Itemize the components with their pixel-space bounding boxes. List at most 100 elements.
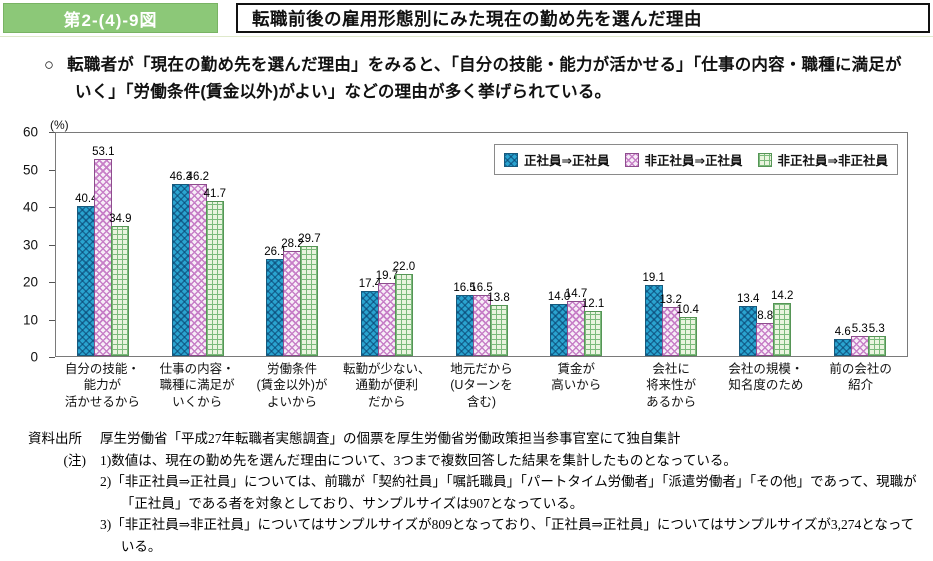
bar-value-label: 28.2: [281, 238, 304, 251]
category-label: 仕事の内容・ 職種に満足が いくから: [159, 362, 235, 409]
y-axis-tick: [49, 319, 55, 321]
bar-value-label: 10.4: [676, 304, 699, 317]
bar-value-label: 14.7: [564, 288, 588, 301]
figure-number-badge: 第2-(4)-9図: [3, 3, 218, 33]
bar: 46.3: [170, 171, 192, 356]
chart-legend: 正社員⇒正社員 非正社員⇒正社員 非正社員⇒非正社員: [494, 144, 898, 175]
bar-value-label: 40.4: [75, 192, 98, 205]
bar: 14.7: [565, 288, 587, 356]
legend-item-hiseishain-to-hiseishain: 非正社員⇒非正社員: [757, 150, 888, 169]
bar-group: 40.4 53.1 34.9: [56, 133, 151, 356]
bar-value-label: 17.4: [358, 278, 382, 291]
y-tick-label: 20: [22, 274, 38, 290]
figure-title-box: 転職前後の雇用形態別にみた現在の勤め先を選んだ理由: [236, 3, 930, 33]
category-label: 地元だから (Uターンを 含む): [450, 362, 513, 409]
bar: 5.3: [867, 323, 886, 356]
bar-group: 14.0 14.7 12.1: [529, 133, 624, 356]
bar: 19.1: [642, 272, 665, 356]
category-label: 会社の規模・ 知名度のため: [728, 362, 804, 393]
bar-value-label: 19.1: [642, 272, 665, 285]
y-axis-tick: [49, 244, 55, 246]
legend-swatch-pink-crosshatch-icon: [624, 152, 639, 167]
bar-value-label: 13.4: [737, 293, 760, 306]
bar-value-label: 13.8: [487, 291, 510, 304]
bar-value-label: 4.6: [834, 325, 851, 338]
legend-item-seishain-to-seishain: 正社員⇒正社員: [504, 150, 610, 169]
source-text: 厚生労働省「平成27年転職者実態調査」の個票を厚生労働省労働政策担当参事官室にて…: [100, 431, 681, 446]
bar-group: 46.3 46.2 41.7: [151, 133, 246, 356]
note-item: 1)数値は、現在の勤め先を選んだ理由について、3つまで複数回答した結果を集計した…: [100, 452, 737, 468]
category-label: 自分の技能・ 能力が 活かせるから: [64, 362, 140, 409]
bar: 17.4: [359, 278, 381, 356]
bar: 12.1: [582, 298, 604, 356]
plot-area: 40.4 53.1 34.9 46.3 46.2 41.7 26.1 28.2 29.7 17.4…: [55, 132, 908, 357]
header-divider: [0, 36, 933, 37]
bar: 41.7: [204, 188, 226, 356]
bar: 13.4: [737, 293, 759, 356]
category-labels-row: 自分の技能・ 能力が 活かせるから 仕事の内容・ 職種に満足が いくから 労働条件 …: [55, 361, 908, 410]
category-label: 前の会社の 紹介: [829, 362, 892, 393]
legend-swatch-blue-crosshatch-icon: [504, 152, 519, 167]
bar: 10.4: [676, 304, 699, 356]
bar-group: 4.6 5.3 5.3: [813, 133, 908, 356]
lead-paragraph: ○ 転職者が「現在の勤め先を選んだ理由」をみると、「自分の技能・能力が活かせる」「…: [28, 52, 912, 105]
bar-value-label: 46.2: [186, 171, 210, 184]
bar: 29.7: [298, 233, 321, 356]
legend-label: 正社員⇒正社員: [524, 154, 610, 168]
note-label: (注): [63, 452, 87, 468]
bar: 14.0: [548, 291, 570, 356]
bar-value-label: 13.2: [659, 293, 682, 306]
bar-group: 26.1 28.2 29.7: [245, 133, 340, 356]
bar: 14.2: [771, 290, 793, 356]
y-axis-tick: [49, 357, 55, 358]
bar-value-label: 16.5: [470, 281, 493, 294]
bar-value-label: 14.0: [547, 290, 571, 303]
bar-value-label: 26.1: [264, 246, 287, 258]
bar: 16.5: [453, 282, 476, 356]
legend-item-hiseishain-to-seishain: 非正社員⇒正社員: [624, 150, 743, 169]
bar-value-label: 22.0: [392, 261, 416, 274]
y-tick-label: 0: [30, 349, 38, 365]
bar: 53.1: [92, 146, 114, 356]
bar-value-label: 19.7: [375, 269, 399, 282]
source-label: 資料出所: [28, 431, 82, 446]
bar: 34.9: [109, 213, 131, 356]
bar: 13.2: [659, 294, 682, 356]
bar: 28.2: [281, 238, 304, 356]
bar: 26.1: [264, 246, 287, 356]
legend-label: 非正社員⇒非正社員: [777, 154, 888, 168]
bar-value-label: 5.3: [851, 323, 868, 336]
bar-groups-container: 40.4 53.1 34.9 46.3 46.2 41.7 26.1 28.2 29.7 17.4…: [56, 133, 907, 356]
bar: 8.8: [756, 310, 775, 356]
bar: 19.7: [376, 270, 398, 356]
y-tick-label: 40: [22, 199, 38, 215]
bar-group: 16.5 16.5 13.8: [434, 133, 529, 356]
bar: 46.2: [187, 171, 209, 356]
bar-value-label: 53.1: [92, 145, 115, 158]
y-axis-tick: [49, 282, 55, 283]
y-axis: 0 10 20 30 40 50 60: [0, 125, 48, 363]
bar: 40.4: [75, 193, 97, 356]
bar: 4.6: [833, 326, 852, 356]
bar-value-label: 14.2: [771, 290, 794, 303]
bar-value-label: 16.5: [453, 281, 476, 294]
bar-value-label: 46.3: [169, 170, 193, 183]
bar-value-label: 29.7: [298, 232, 321, 245]
note-item: 2)「非正社員⇒正社員」については、前職が「契約社員」「嘱託職員」「パートタイム…: [100, 474, 917, 511]
bar-group: 19.1 13.2 10.4: [623, 133, 718, 356]
bar-value-label: 8.8: [757, 310, 774, 323]
y-axis-tick: [49, 132, 55, 133]
y-tick-label: 10: [22, 311, 38, 327]
notes-section: 資料出所 厚生労働省「平成27年転職者実態調査」の個票を厚生労働省労働政策担当参…: [28, 428, 924, 558]
legend-swatch-green-grid-icon: [757, 152, 772, 167]
figure-number-text: 第2-(4)-9図: [63, 10, 158, 30]
figure-title-text: 転職前後の雇用形態別にみた現在の勤め先を選んだ理由: [252, 8, 702, 29]
category-label: 転勤が少ない、 通勤が便利 だから: [342, 362, 431, 409]
bar: 5.3: [850, 323, 869, 356]
category-label: 労働条件 (賃金以外)が よいから: [256, 362, 328, 409]
bar-group: 13.4 8.8 14.2: [718, 133, 813, 356]
y-tick-label: 60: [22, 124, 38, 140]
lead-text: 転職者が「現在の勤め先を選んだ理由」をみると、「自分の技能・能力が活かせる」「仕…: [67, 56, 902, 101]
note-items: 1)数値は、現在の勤め先を選んだ理由について、3つまで複数回答した結果を集計した…: [100, 450, 924, 558]
bar: 16.5: [470, 282, 493, 356]
